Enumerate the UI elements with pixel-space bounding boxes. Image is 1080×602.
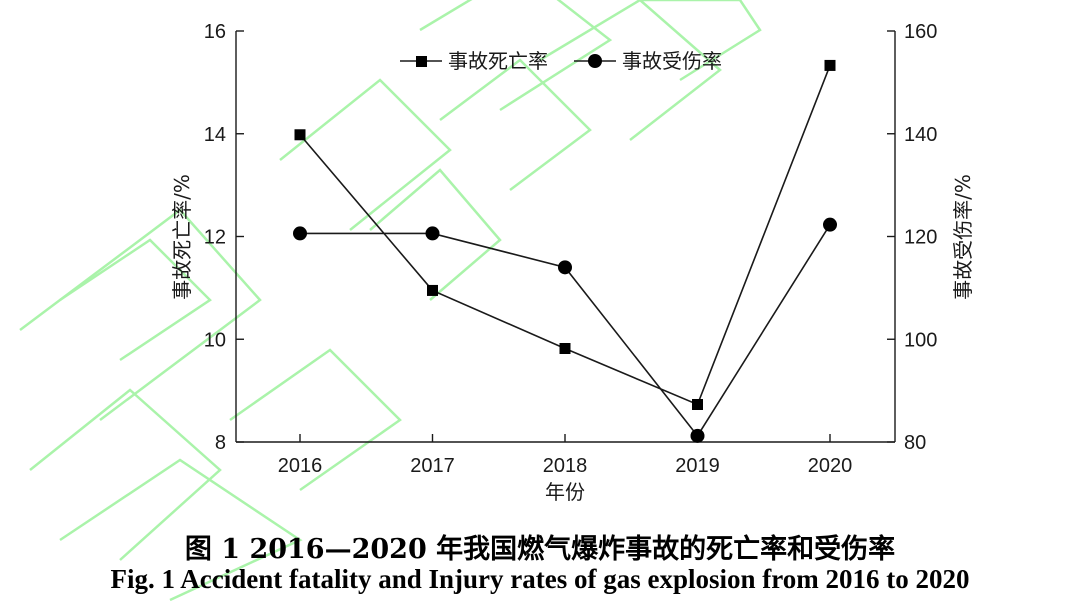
data-point-injury — [690, 428, 705, 443]
data-point-fatality — [824, 59, 836, 71]
y-tick-label-right: 120 — [904, 227, 937, 249]
data-point-fatality — [427, 284, 438, 296]
y-tick-label-left: 8 — [215, 432, 226, 454]
data-point-injury — [293, 226, 307, 241]
x-axis-title: 年份 — [545, 480, 585, 504]
y-tick-label-left: 10 — [204, 329, 226, 351]
y-tick-label-right: 140 — [904, 124, 937, 146]
legend-marker-square — [416, 56, 427, 67]
y-tick-label-right: 160 — [904, 21, 937, 43]
y-tick-label-right: 100 — [904, 329, 937, 351]
x-tick-label: 2017 — [410, 455, 455, 477]
x-tick-label: 2016 — [278, 455, 323, 477]
plot-axes: 8 10 12 14 16 80 100 120 140 160 2016 2017 2018 2019 2… — [204, 21, 938, 477]
legend-label-fatality: 事故死亡率 — [448, 49, 548, 73]
data-point-fatality — [559, 342, 571, 354]
x-tick-label: 2018 — [543, 455, 588, 477]
legend-label-injury: 事故受伤率 — [622, 49, 722, 73]
figure-caption-en: Fig. 1 Accident fatality and Injury rate… — [110, 564, 970, 594]
y-axis-title-right: 事故受伤率/% — [951, 174, 975, 300]
y-axis-title-left: 事故死亡率/% — [170, 174, 194, 300]
figure-caption-cn: 图 1 2016—2020 年我国燃气爆炸事故的死亡率和受伤率 — [184, 534, 896, 565]
watermark-logo — [19, 0, 762, 602]
data-point-fatality — [692, 398, 703, 410]
y-tick-label-left: 14 — [204, 124, 226, 146]
y-tick-label-left: 12 — [204, 227, 226, 249]
data-point-fatality — [294, 129, 306, 141]
x-tick-label: 2019 — [675, 455, 720, 477]
data-point-injury — [425, 226, 440, 241]
data-point-injury — [823, 217, 837, 232]
x-tick-label: 2020 — [808, 455, 853, 477]
y-tick-label-left: 16 — [204, 21, 226, 43]
data-point-injury — [558, 260, 572, 275]
legend: 事故死亡率 事故受伤率 — [400, 49, 722, 73]
y-tick-label-right: 80 — [904, 432, 926, 454]
legend-marker-circle — [588, 54, 602, 68]
series-layer — [293, 59, 837, 443]
series-line-injury — [300, 224, 831, 438]
